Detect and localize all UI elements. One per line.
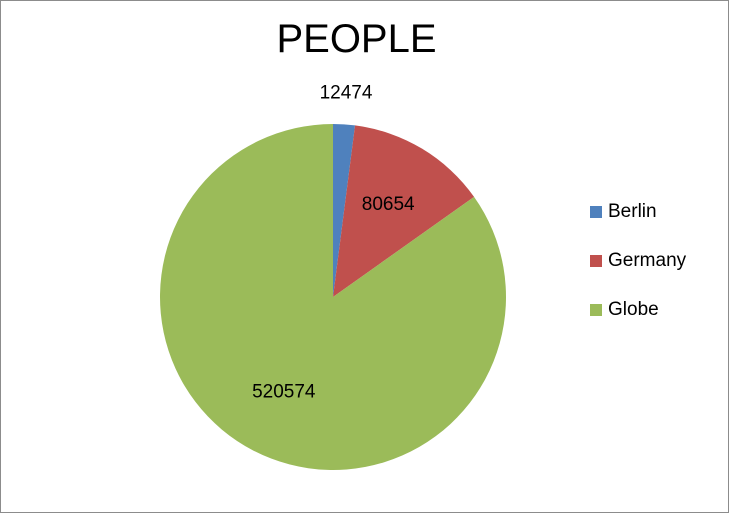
legend-swatch-berlin xyxy=(590,206,602,218)
pie-slice-globe xyxy=(159,124,506,471)
chart-title: PEOPLE xyxy=(276,17,437,61)
legend: Berlin Germany Globe xyxy=(590,199,686,346)
legend-swatch-globe xyxy=(590,304,602,316)
data-label-globe: 520574 xyxy=(252,381,316,402)
legend-item-globe: Globe xyxy=(590,297,686,323)
legend-swatch-germany xyxy=(590,255,602,267)
pie-slice-berlin xyxy=(333,124,356,297)
data-label-berlin: 12474 xyxy=(320,82,373,103)
data-label-germany: 80654 xyxy=(362,194,415,215)
pie-slice-germany xyxy=(333,125,475,297)
legend-label-berlin: Berlin xyxy=(608,201,657,222)
legend-label-germany: Germany xyxy=(608,250,687,271)
legend-label-globe: Globe xyxy=(608,299,659,320)
legend-item-berlin: Berlin xyxy=(590,199,686,225)
legend-item-germany: Germany xyxy=(590,248,686,274)
